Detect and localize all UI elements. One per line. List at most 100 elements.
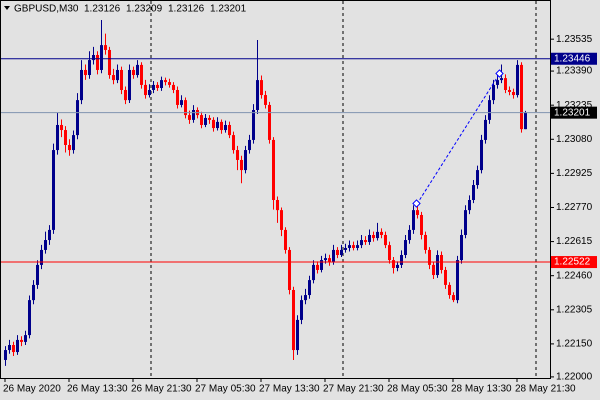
candle-body [24,335,27,342]
candle-body [288,249,291,290]
candle-body [80,69,83,101]
candle-body [136,64,139,76]
candle-body [144,84,147,96]
candle-body [168,82,171,85]
y-tick-label: 1.23390 [556,66,593,77]
candle-body [348,245,351,248]
candle-body [452,295,455,301]
candle-body [248,139,251,151]
bid-box [551,106,597,119]
candle-body [412,210,415,230]
candle-body [396,264,399,268]
y-tick-label: 1.22305 [556,304,593,315]
candle-body [424,234,427,250]
candle-body [20,339,23,342]
candle-body [200,115,203,125]
candle-body [480,139,483,171]
candle-body [300,300,303,320]
candle-body [284,229,287,250]
candle-body [464,210,467,235]
x-tick-label: 26 May 13:30 [67,384,128,395]
candle-body [116,69,119,81]
candle-body [128,69,131,101]
candle-body [12,344,15,353]
candle-body [420,214,423,235]
candle-body [408,229,411,241]
candle-body [120,69,123,90]
candle-body [268,104,271,140]
candle-body [352,245,355,248]
candle-body [124,89,127,101]
candle-body [252,110,255,140]
period-separators [150,1,537,378]
candle-body [172,84,175,90]
candle-body [64,130,67,145]
candle-body [208,117,211,120]
candle-body [456,260,459,301]
candle-body [320,260,323,270]
x-tick-label: 27 May 13:30 [259,384,320,395]
candle-body [512,91,515,96]
candle-body [444,269,447,285]
x-tick-label: 28 May 21:30 [515,384,576,395]
candle-body [60,124,63,131]
candle-body [500,78,503,81]
candle-body [520,64,523,130]
header-low: 1.23126 [168,4,205,15]
candle-body [212,119,215,129]
candle-body [304,295,307,301]
candle-body [364,240,367,243]
candle-body [256,80,259,111]
candle-body [428,249,431,265]
candle-body [36,264,39,285]
menu-arrow[interactable] [4,6,10,10]
candle-body [16,339,19,353]
candle-body [140,64,143,85]
candle-body [8,344,11,351]
candle-body [344,247,347,250]
candle-body [356,245,359,248]
candle-body [488,100,491,120]
candle-body [40,249,43,265]
candle-body [88,60,91,76]
symbol: GBPUSD,M30 [14,4,79,15]
candle-body [324,258,327,261]
y-tick-label: 1.22150 [556,339,593,350]
y-tick-label: 1.22615 [556,236,593,247]
candle-body [492,84,495,101]
y-tick-label: 1.23080 [556,134,593,145]
level-box [551,52,597,65]
candle-body [160,80,163,89]
y-tick-label: 1.23235 [556,100,593,111]
candle-body [264,95,267,105]
candle-body [48,229,51,241]
level-label: 1.23446 [554,53,591,64]
candle-body [104,45,107,50]
candle-body [100,45,103,70]
candle-body [368,234,371,243]
candle-body [312,264,315,281]
x-tick-label: 26 May 21:30 [131,384,192,395]
candle-body [188,115,191,120]
candle-body [72,135,75,151]
candle-body [484,119,487,140]
candles [4,20,527,366]
header-open: 1.23126 [84,4,121,15]
candle-body [372,234,375,239]
candle-body [192,110,195,120]
candle-body [404,240,407,256]
candle-body [232,135,235,151]
candle-body [240,159,243,171]
candle-body [92,55,95,61]
candle-body [260,80,263,96]
candle-body [508,89,511,92]
x-tick-label: 28 May 05:30 [387,384,448,395]
candle-body [416,210,419,215]
candle-body [384,234,387,246]
candle-body [156,84,159,89]
candle-body [236,150,239,160]
candle-body [112,75,115,81]
candle-body [328,258,331,263]
candle-body [496,80,499,85]
